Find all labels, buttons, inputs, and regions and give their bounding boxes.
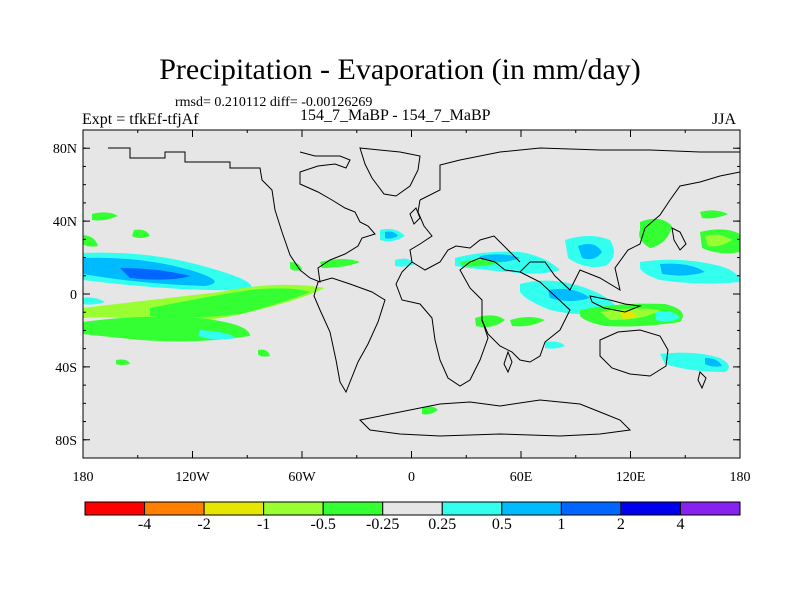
colorbar-swatch <box>679 501 741 516</box>
anomaly-region <box>83 297 105 305</box>
colorbar-swatch <box>441 501 503 516</box>
anomaly-region <box>705 234 732 247</box>
anomaly-region <box>83 235 98 247</box>
lon-tick-label: 60E <box>510 470 533 485</box>
colorbar-swatch <box>620 501 681 516</box>
colorbar-swatch <box>84 501 146 516</box>
lon-tick-label: 120E <box>616 470 646 485</box>
anomaly-region <box>92 212 118 221</box>
coastline-japan <box>671 227 687 251</box>
lat-tick-label: 40N <box>53 215 77 230</box>
colorbar-swatch <box>322 501 384 516</box>
lon-tick-label: 60W <box>288 470 316 485</box>
colorbar-swatch <box>144 501 205 516</box>
colorbar-label: -0.5 <box>310 516 336 533</box>
colorbar-label: -4 <box>137 516 152 533</box>
anomaly-region <box>705 358 722 367</box>
anomaly-region <box>655 310 680 322</box>
anomaly-region <box>422 406 438 415</box>
coastline-madagascar <box>503 350 513 374</box>
coastlines <box>108 147 740 437</box>
experiment-label: Expt = tfkEf-tfjAf <box>82 111 199 128</box>
anomaly-region <box>510 317 545 327</box>
coastline-uk <box>409 207 421 225</box>
map-title: Precipitation - Evaporation (in mm/day) <box>159 53 641 86</box>
colorbar-label: 2 <box>616 516 625 533</box>
coastline-eurasia-africa <box>409 147 740 363</box>
anomaly-region <box>258 349 270 357</box>
anomaly-region <box>116 359 130 365</box>
coastline-north-america <box>108 147 376 283</box>
coastline-south-america <box>313 277 386 394</box>
anomaly-region <box>660 263 705 276</box>
colorbar-swatch <box>560 501 622 516</box>
coastline-africa <box>395 261 489 387</box>
coastline-australia <box>599 329 669 377</box>
lat-tick-label: 80S <box>55 434 77 449</box>
lon-tick-label: 180 <box>73 470 94 485</box>
colorbar-swatch <box>501 501 562 516</box>
colorbar-swatch <box>382 501 443 516</box>
anomaly-region <box>700 210 728 219</box>
anomaly-region <box>578 244 602 260</box>
colorbar-label: 0.25 <box>428 516 457 533</box>
coastline-indonesia <box>589 295 642 313</box>
anomaly-fields <box>83 210 740 415</box>
lat-tick-label: 0 <box>70 288 77 303</box>
coastline-antarctica <box>358 399 632 437</box>
anomaly-region <box>150 288 310 318</box>
anomaly-region <box>132 229 150 238</box>
colorbar-swatch <box>263 501 324 516</box>
anomaly-region <box>320 259 360 268</box>
lon-tick-label: 0 <box>408 470 415 485</box>
latitude-axis: 80N 40N 0 40S 80S <box>53 129 740 459</box>
colorbar-label: 1 <box>557 516 566 533</box>
stats-line: rmsd= 0.210112 diff= -0.00126269 <box>175 95 373 110</box>
colorbar-label: -2 <box>197 516 211 533</box>
longitude-axis: 180 120W 60W 0 60E 120E 180 <box>73 130 751 485</box>
anomaly-region <box>198 330 236 340</box>
anomaly-region <box>548 289 590 301</box>
colorbar-label: 0.5 <box>491 516 512 533</box>
anomaly-region <box>545 341 565 349</box>
anomaly-region <box>622 311 638 319</box>
coastline-greenland <box>359 147 421 197</box>
lon-tick-label: 120W <box>175 470 210 485</box>
subtitle: 154_7_MaBP - 154_7_MaBP <box>300 107 491 124</box>
coastline-new-zealand <box>697 371 707 390</box>
map-background <box>83 130 740 458</box>
colorbar <box>84 501 741 516</box>
lat-tick-label: 80N <box>53 142 77 157</box>
colorbar-label: -0.25 <box>366 516 400 533</box>
colorbar-label: -1 <box>256 516 271 533</box>
colorbar-label: 4 <box>676 516 685 533</box>
lon-tick-label: 180 <box>730 470 751 485</box>
anomaly-region <box>120 268 190 280</box>
anomaly-region <box>385 231 398 239</box>
lat-tick-label: 40S <box>55 361 77 376</box>
season-label: JJA <box>712 111 737 128</box>
colorbar-swatch <box>203 501 265 516</box>
anomaly-region <box>660 352 729 372</box>
